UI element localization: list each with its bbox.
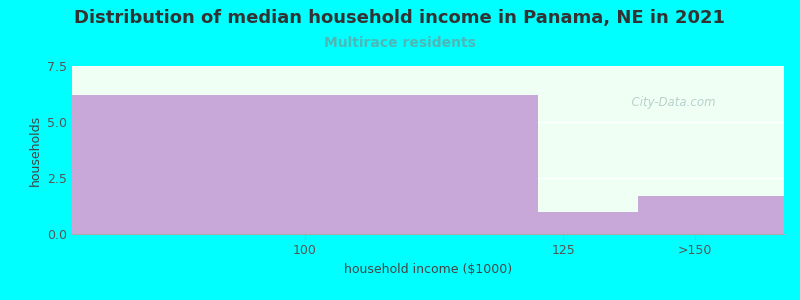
Bar: [72, 95, 538, 234]
Bar: [638, 196, 784, 234]
Bar: [538, 212, 638, 234]
Text: City-Data.com: City-Data.com: [624, 97, 716, 110]
Text: Distribution of median household income in Panama, NE in 2021: Distribution of median household income …: [74, 9, 726, 27]
Text: Multirace residents: Multirace residents: [324, 36, 476, 50]
Y-axis label: households: households: [29, 114, 42, 186]
X-axis label: household income ($1000): household income ($1000): [344, 263, 512, 276]
